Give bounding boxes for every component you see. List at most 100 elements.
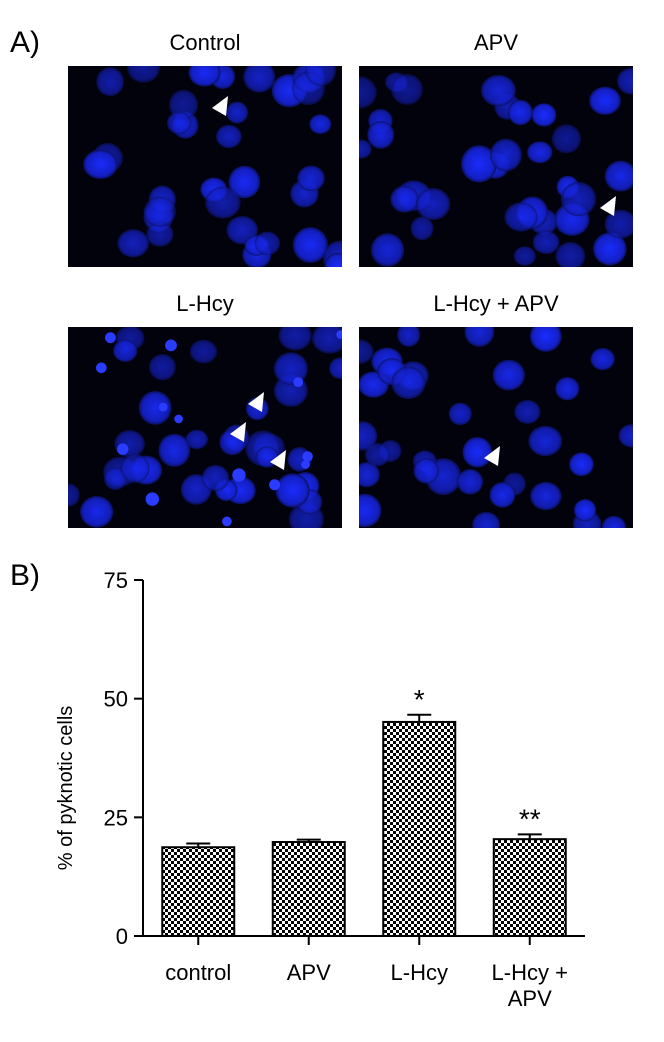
nucleus bbox=[573, 499, 597, 522]
panel-title: APV bbox=[474, 30, 518, 55]
arrow bbox=[600, 196, 616, 216]
nucleus bbox=[508, 99, 533, 126]
panel-title: Control bbox=[170, 30, 241, 55]
nucleus bbox=[529, 327, 562, 352]
panel-title: L-Hcy bbox=[176, 291, 233, 316]
nucleus bbox=[410, 216, 434, 241]
nucleus bbox=[228, 165, 261, 199]
pyknotic bbox=[301, 460, 310, 469]
nucleus bbox=[464, 327, 495, 347]
nucleus bbox=[461, 145, 497, 183]
y-axis-label: % of pyknotic cells bbox=[55, 706, 77, 871]
significance-marker: ** bbox=[519, 803, 541, 834]
nucleus bbox=[397, 327, 421, 347]
nucleus bbox=[96, 67, 124, 97]
nucleus bbox=[297, 165, 325, 192]
nucleus bbox=[117, 229, 150, 258]
pyknotic bbox=[232, 468, 246, 482]
cells bbox=[359, 327, 633, 528]
nucleus bbox=[472, 511, 501, 528]
micrograph bbox=[359, 327, 633, 528]
nucleus bbox=[359, 139, 372, 159]
nucleus bbox=[292, 227, 328, 263]
panel-label: A) bbox=[10, 26, 40, 59]
cells bbox=[83, 66, 342, 267]
nucleus bbox=[462, 436, 493, 468]
nucleus bbox=[416, 187, 451, 221]
nucleus bbox=[590, 347, 615, 371]
arrow bbox=[212, 96, 228, 116]
pyknotic bbox=[116, 443, 129, 455]
pyknotic bbox=[158, 402, 168, 412]
nucleus bbox=[120, 453, 150, 483]
pyknotic bbox=[104, 332, 116, 344]
nucleus bbox=[278, 327, 312, 351]
arrow bbox=[248, 392, 264, 412]
nucleus bbox=[113, 339, 138, 362]
nucleus bbox=[80, 496, 114, 528]
pyknotic bbox=[95, 362, 107, 374]
bar bbox=[161, 846, 236, 937]
nucleus bbox=[604, 209, 633, 239]
bar bbox=[271, 841, 346, 937]
nucleus bbox=[143, 196, 176, 227]
nucleus bbox=[226, 101, 249, 124]
significance-marker: * bbox=[414, 684, 425, 715]
nucleus bbox=[359, 462, 380, 488]
nucleus bbox=[359, 493, 382, 528]
pyknotic bbox=[336, 330, 342, 339]
pyknotic bbox=[293, 377, 304, 388]
pyknotic bbox=[222, 516, 232, 527]
nucleus bbox=[480, 74, 516, 107]
nucleus bbox=[504, 202, 538, 232]
nucleus bbox=[531, 103, 557, 127]
pyknotic bbox=[269, 479, 281, 491]
nucleus bbox=[492, 359, 525, 391]
nucleus bbox=[560, 181, 597, 217]
micrograph bbox=[68, 327, 342, 528]
nucleus bbox=[551, 124, 582, 154]
nucleus bbox=[618, 424, 633, 448]
cells bbox=[359, 67, 633, 267]
x-tick-label: L-Hcy bbox=[390, 960, 448, 985]
nucleus bbox=[359, 421, 378, 451]
nucleus bbox=[273, 352, 308, 386]
nucleus bbox=[189, 339, 218, 364]
nucleus bbox=[370, 233, 405, 267]
micrograph bbox=[68, 66, 342, 267]
x-tick-label: APV bbox=[286, 960, 331, 985]
pyknotic bbox=[165, 339, 177, 352]
nucleus bbox=[166, 111, 192, 135]
nucleus bbox=[527, 141, 553, 164]
nucleus bbox=[390, 185, 419, 213]
pyknotic bbox=[145, 492, 160, 506]
y-tick-label: 25 bbox=[104, 805, 128, 830]
nucleus bbox=[68, 483, 80, 507]
nucleus bbox=[158, 433, 191, 467]
nucleus bbox=[457, 468, 484, 495]
pyknotic bbox=[174, 414, 183, 424]
nucleus bbox=[601, 515, 627, 528]
y-tick-label: 75 bbox=[104, 568, 128, 593]
nucleus bbox=[216, 124, 242, 149]
nucleus bbox=[530, 481, 562, 511]
y-tick-label: 0 bbox=[116, 924, 128, 949]
nucleus bbox=[413, 458, 439, 484]
nucleus bbox=[311, 327, 342, 354]
nucleus bbox=[185, 429, 208, 450]
nucleus bbox=[569, 452, 594, 477]
nucleus bbox=[104, 467, 127, 491]
nucleus bbox=[201, 464, 230, 492]
panel-title: L-Hcy + APV bbox=[433, 291, 559, 316]
nucleus bbox=[513, 246, 536, 266]
nucleus bbox=[359, 339, 374, 364]
nucleus bbox=[275, 473, 310, 508]
nucleus bbox=[514, 399, 541, 424]
nucleus bbox=[448, 402, 472, 426]
nucleus bbox=[146, 221, 174, 247]
nucleus bbox=[309, 114, 332, 134]
nucleus bbox=[243, 66, 276, 93]
nucleus bbox=[359, 76, 377, 109]
nucleus bbox=[593, 232, 627, 266]
